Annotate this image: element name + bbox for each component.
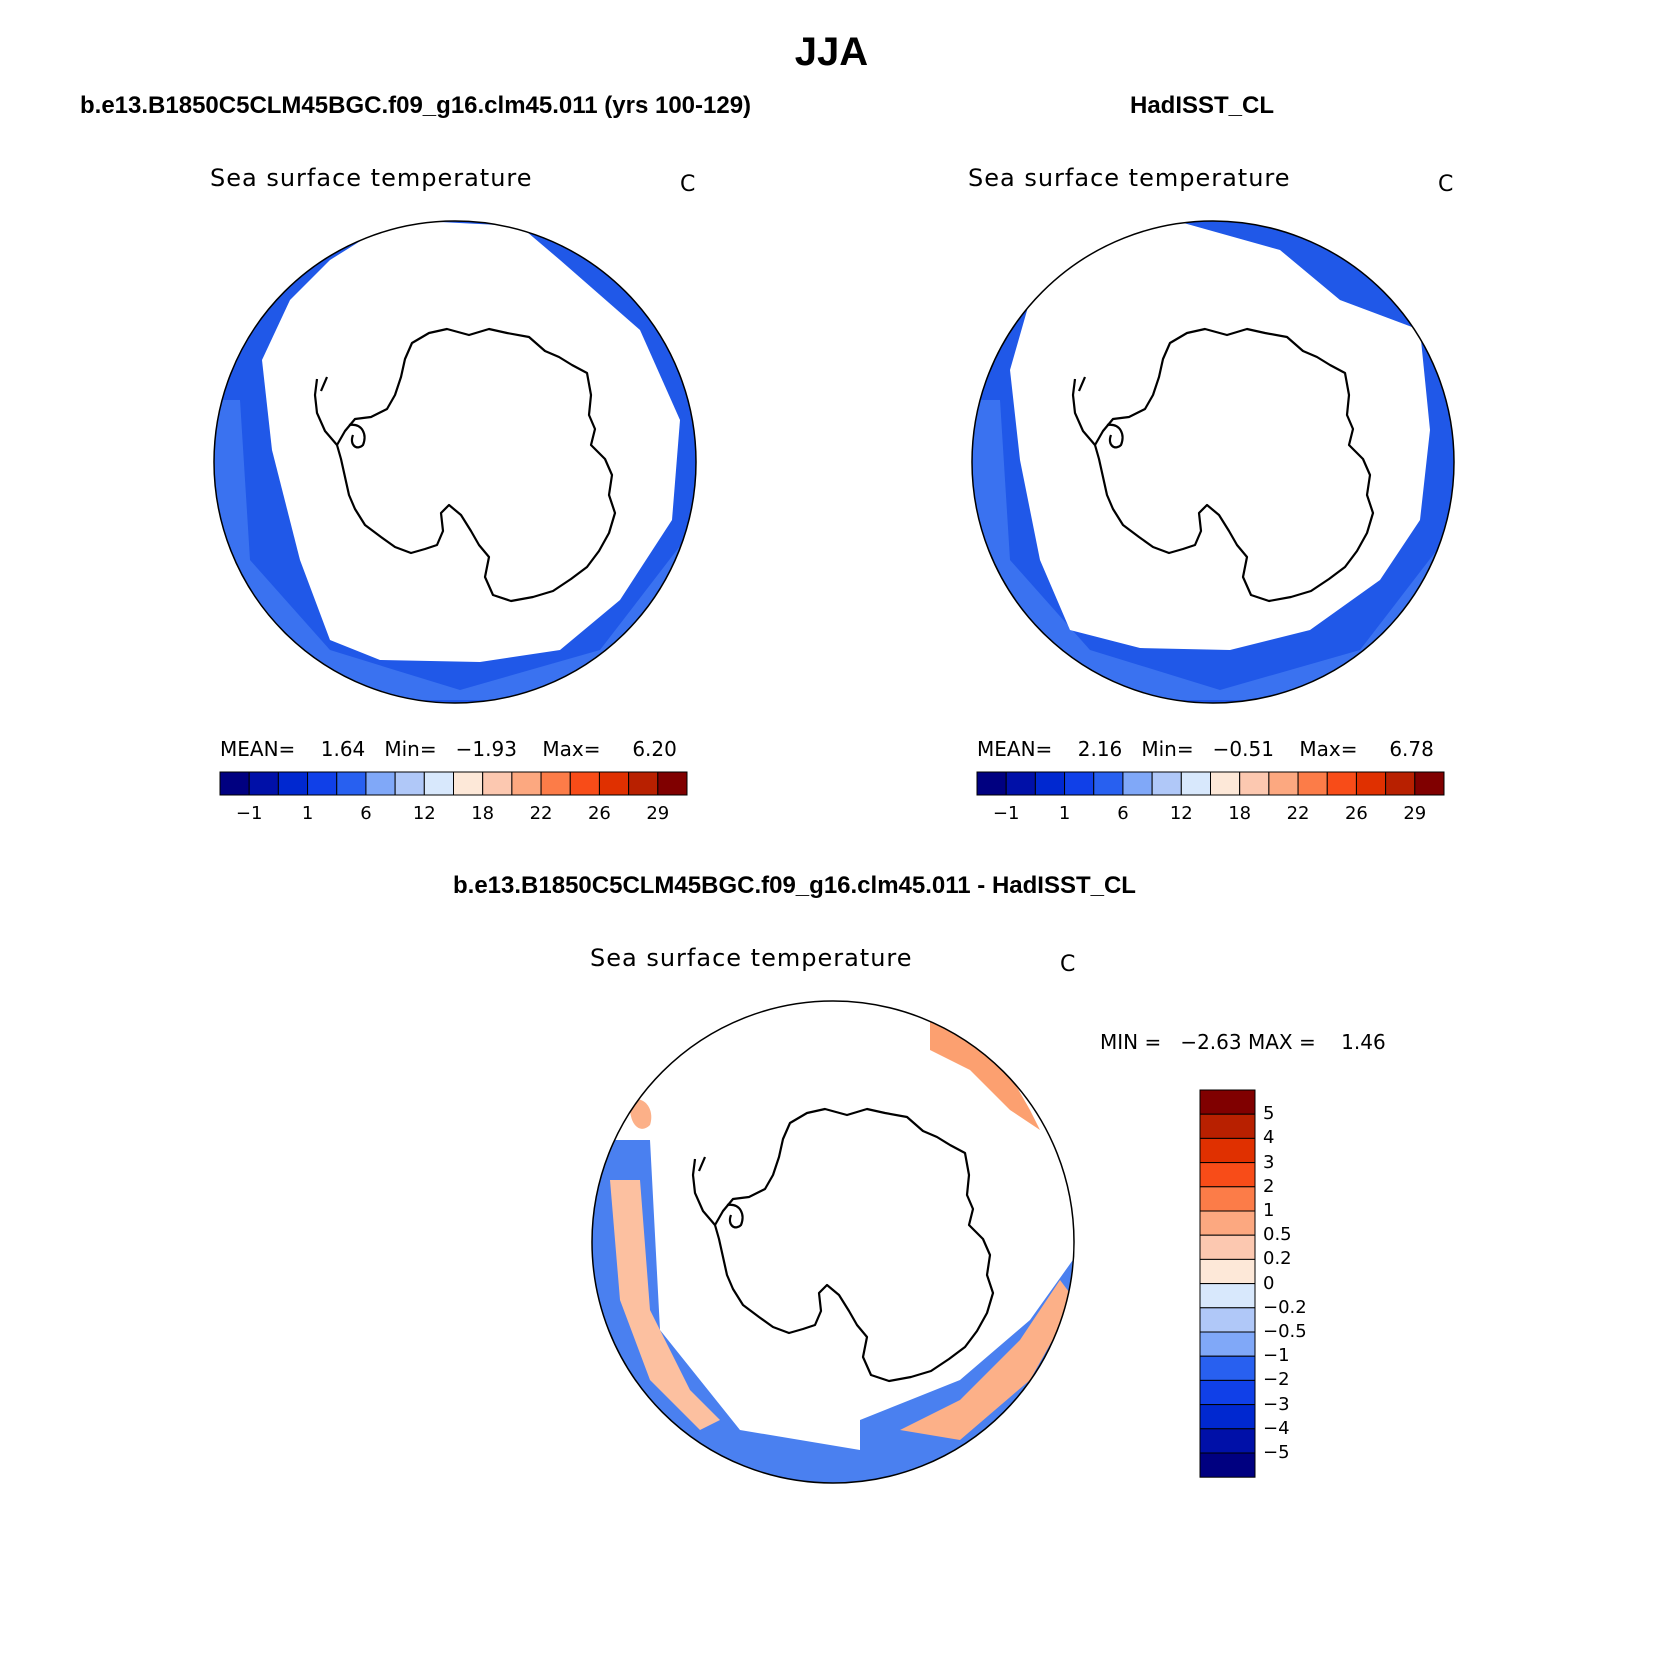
diff-colorbar-box-6	[1199, 1234, 1256, 1260]
model-stats: MEAN= 1.64 Min= −1.93 Max= 6.20	[220, 737, 677, 761]
model-colorbar-box-14	[628, 771, 659, 796]
obs-stats: MEAN= 2.16 Min= −0.51 Max= 6.78	[977, 737, 1434, 761]
model-colorbar-box-1	[248, 771, 279, 796]
model-colorbar-tick-label: 18	[471, 803, 495, 824]
obs-colorbar-box-2	[1034, 771, 1066, 796]
obs-variable-name: Sea surface temperature	[968, 164, 1291, 192]
diff-colorbar	[1199, 1089, 1256, 1478]
diff-units: C	[1060, 952, 1076, 977]
obs-colorbar-tick-label: 22	[1286, 803, 1310, 824]
obs-units: C	[1438, 172, 1454, 197]
diff-colorbar-tick-label: 0	[1263, 1272, 1275, 1294]
diff-colorbar-box-7	[1199, 1258, 1256, 1285]
obs-colorbar-box-3	[1064, 771, 1095, 796]
diff-colorbar-tick-label: 1	[1263, 1200, 1275, 1221]
obs-colorbar-tick-label: 18	[1228, 803, 1252, 824]
model-colorbar-box-9	[482, 771, 513, 796]
obs-colorbar-box-6	[1151, 771, 1182, 796]
diff-colorbar-box-4	[1199, 1186, 1256, 1212]
obs-panel-header: HadISST_CL	[1130, 92, 1275, 119]
model-colorbar-tick-label: −1	[235, 803, 263, 824]
diff-sst-map	[591, 1000, 1075, 1484]
diff-colorbar-box-12	[1199, 1379, 1256, 1406]
obs-colorbar-box-4	[1093, 771, 1124, 796]
model-colorbar-box-6	[394, 771, 425, 796]
obs-colorbar-box-11	[1297, 771, 1328, 796]
diff-colorbar-box-11	[1199, 1355, 1256, 1381]
model-sst-map	[213, 220, 697, 704]
obs-colorbar-tick-label: 26	[1344, 803, 1368, 824]
obs-colorbar-box-0	[976, 771, 1007, 796]
obs-colorbar-box-7	[1180, 771, 1211, 796]
model-colorbar-box-0	[219, 771, 250, 796]
obs-colorbar-tick-label: 1	[1058, 803, 1071, 824]
model-colorbar-box-12	[569, 771, 600, 796]
diff-colorbar-tick-label: −3	[1263, 1393, 1290, 1415]
model-colorbar-box-8	[453, 771, 484, 796]
diff-colorbar-box-1	[1199, 1113, 1256, 1139]
diff-colorbar-tick-label: −4	[1263, 1417, 1290, 1439]
diff-colorbar-box-10	[1199, 1331, 1256, 1357]
diff-colorbar-tick-label: −2	[1263, 1369, 1290, 1391]
diff-colorbar-tick-label: 0.2	[1263, 1248, 1292, 1270]
obs-colorbar	[976, 771, 1445, 796]
model-units: C	[680, 172, 696, 197]
diff-variable-name: Sea surface temperature	[590, 944, 913, 972]
model-colorbar-box-10	[511, 771, 542, 796]
model-colorbar-box-3	[307, 771, 338, 796]
model-colorbar-box-5	[365, 771, 396, 796]
diff-colorbar-box-15	[1199, 1452, 1256, 1478]
obs-colorbar-box-1	[1005, 771, 1036, 796]
model-colorbar-box-4	[336, 771, 367, 796]
obs-colorbar-tick-label: 29	[1403, 803, 1427, 824]
diff-colorbar-box-2	[1199, 1137, 1256, 1164]
model-colorbar-box-15	[657, 771, 688, 796]
diff-colorbar-tick-label: 3	[1263, 1151, 1275, 1173]
obs-colorbar-tick-label: 6	[1117, 803, 1129, 824]
model-colorbar-box-2	[277, 771, 309, 796]
diff-colorbar-box-9	[1199, 1307, 1256, 1333]
model-colorbar-box-11	[540, 771, 571, 796]
obs-colorbar-box-8	[1210, 771, 1241, 796]
obs-colorbar-box-12	[1326, 771, 1357, 796]
diff-colorbar-box-8	[1199, 1283, 1256, 1309]
model-panel-header: b.e13.B1850C5CLM45BGC.f09_g16.clm45.011 …	[80, 92, 752, 119]
obs-colorbar-box-9	[1239, 771, 1270, 796]
diff-colorbar-box-3	[1199, 1162, 1256, 1188]
model-variable-name: Sea surface temperature	[210, 164, 533, 192]
model-colorbar-tick-label: 12	[412, 803, 436, 824]
model-colorbar-tick-label: 29	[646, 803, 670, 824]
model-colorbar-tick-label: 22	[529, 803, 553, 824]
obs-colorbar-box-10	[1268, 771, 1299, 796]
obs-colorbar-box-5	[1122, 771, 1153, 796]
diff-colorbar-tick-label: −5	[1263, 1442, 1290, 1463]
obs-colorbar-tick-label: 12	[1169, 803, 1193, 824]
figure-title: JJA	[794, 30, 869, 74]
diff-panel-header: b.e13.B1850C5CLM45BGC.f09_g16.clm45.011 …	[453, 872, 1136, 899]
model-colorbar-tick-label: 1	[301, 803, 314, 824]
diff-colorbar-tick-label: −0.5	[1263, 1321, 1307, 1342]
obs-colorbar-tick-label: −1	[992, 803, 1020, 824]
model-colorbar	[219, 771, 688, 796]
diff-stats: MIN = −2.63 MAX = 1.46	[1100, 1030, 1386, 1054]
obs-colorbar-box-13	[1355, 771, 1387, 796]
model-colorbar-box-13	[598, 771, 630, 796]
diff-colorbar-tick-label: 0.5	[1263, 1224, 1292, 1246]
diff-colorbar-tick-label: −1	[1263, 1345, 1290, 1367]
diff-colorbar-tick-label: 4	[1263, 1127, 1275, 1149]
obs-sst-map	[971, 220, 1455, 704]
model-colorbar-tick-label: 26	[587, 803, 611, 824]
diff-colorbar-box-14	[1199, 1428, 1256, 1454]
obs-colorbar-box-14	[1385, 771, 1416, 796]
diff-colorbar-tick-label: 2	[1263, 1175, 1275, 1197]
diff-colorbar-tick-label: −0.2	[1263, 1296, 1307, 1318]
model-colorbar-tick-label: 6	[360, 803, 372, 824]
model-colorbar-box-7	[423, 771, 454, 796]
obs-colorbar-box-15	[1414, 771, 1445, 796]
diff-colorbar-box-0	[1199, 1089, 1256, 1115]
diff-colorbar-tick-label: 5	[1263, 1103, 1275, 1125]
diff-colorbar-box-13	[1199, 1404, 1256, 1430]
diff-colorbar-box-5	[1199, 1210, 1256, 1236]
